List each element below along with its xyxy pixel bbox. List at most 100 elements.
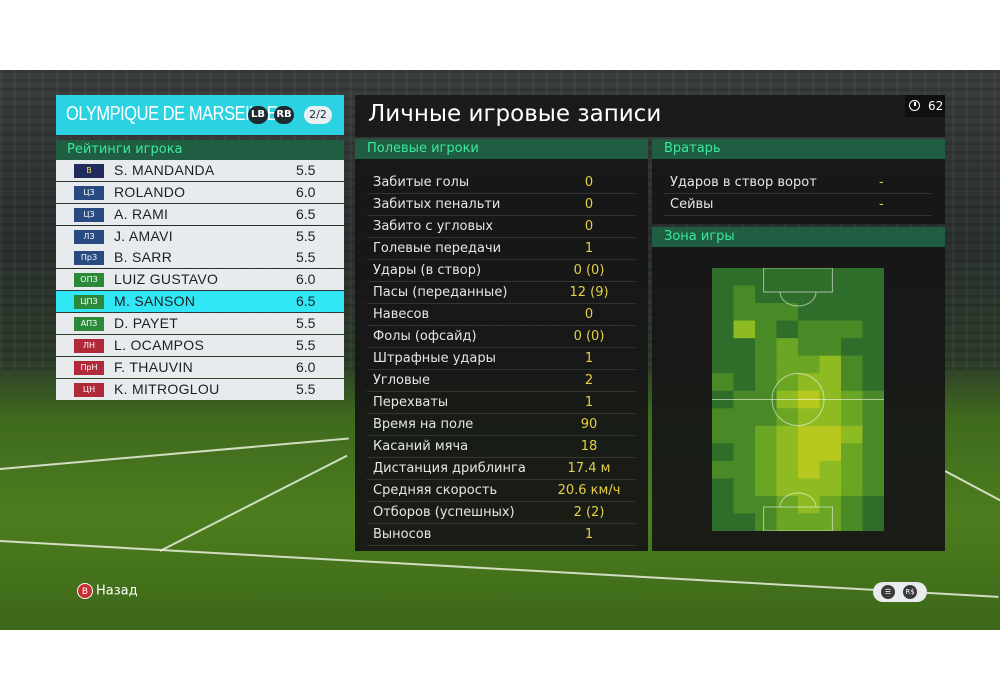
stat-label: Средняя скорость: [373, 483, 498, 498]
position-badge: ЦН: [74, 382, 104, 397]
stat-value: 1: [584, 241, 594, 256]
zone-header: Зона игры: [652, 227, 945, 247]
heatmap-cell: [862, 320, 884, 339]
heatmap-cell: [733, 408, 756, 427]
pitch-line: [0, 437, 349, 470]
stat-row: Выносов 1: [367, 524, 635, 546]
heatmap-cell: [819, 408, 842, 427]
heatmap-cell: [862, 513, 884, 531]
player-rating: 5.5: [296, 249, 316, 266]
page-indicator: 2/2: [304, 106, 332, 124]
heatmap-cell: [776, 478, 799, 497]
player-row[interactable]: ПрН F. THAUVIN 6.0: [56, 356, 344, 378]
heatmap-cell: [798, 408, 820, 427]
stat-value: 0: [584, 219, 594, 234]
heatmap-cell: [798, 355, 820, 374]
title-bar: Личные игровые записи 62: [355, 95, 945, 137]
stat-value: 12 (9): [569, 285, 609, 300]
heatmap-cell: [755, 320, 777, 339]
heatmap-cell: [712, 408, 734, 427]
pitch-line: [944, 470, 1000, 510]
heatmap-cell: [712, 373, 734, 392]
stat-row: Голевые передачи 1: [367, 238, 635, 260]
b-key-icon: B: [77, 583, 93, 599]
rb-button[interactable]: RB: [274, 106, 294, 124]
heatmap-cell: [776, 460, 799, 479]
heatmap-cell: [712, 355, 734, 374]
position-badge: ЦЗ: [74, 207, 104, 222]
heatmap-cell: [819, 268, 842, 287]
stat-value: 0: [584, 197, 594, 212]
player-row[interactable]: ЦЗ A. RAMI 6.5: [56, 203, 344, 225]
player-rating: 5.5: [296, 162, 316, 178]
heatmap-cell: [819, 513, 842, 531]
lb-button[interactable]: LB: [248, 106, 268, 124]
heatmap-cell: [755, 513, 777, 531]
player-row[interactable]: ОПЗ LUIZ GUSTAVO 6.0: [56, 269, 344, 291]
heatmap-cell: [862, 460, 884, 479]
player-row[interactable]: ПрЗ B. SARR 5.5: [56, 247, 344, 269]
heatmap-cell: [712, 425, 734, 444]
heatmap-cell: [733, 425, 756, 444]
stat-label: Отборов (успешных): [373, 505, 515, 520]
heatmap-cell: [776, 373, 799, 392]
bottom-penalty-arc: [779, 492, 817, 508]
player-name: B. SARR: [114, 249, 173, 266]
heatmap-cell: [776, 303, 799, 322]
heatmap-cell: [862, 303, 884, 322]
heatmap-cell: [819, 495, 842, 514]
heatmap-cell: [776, 338, 799, 357]
heatmap-cell: [819, 303, 842, 322]
heatmap-cell: [862, 355, 884, 374]
player-row[interactable]: ЦН K. MITROGLOU 5.5: [56, 378, 344, 400]
stat-value: 2 (2): [573, 505, 605, 520]
chat-icon[interactable]: ☰: [881, 585, 895, 599]
position-badge: В: [74, 164, 104, 178]
heatmap-cell: [798, 460, 820, 479]
player-row[interactable]: В S. MANDANDA 5.5: [56, 160, 344, 181]
ratings-header: Рейтинги игрока: [56, 140, 344, 160]
stat-label: Удары (в створ): [373, 263, 482, 278]
team-name: OLYMPIQUE DE MARSEILLE: [66, 103, 278, 125]
heatmap-cell: [755, 408, 777, 427]
stat-label: Перехваты: [373, 395, 449, 410]
stat-row: Навесов 0: [367, 304, 635, 326]
stat-value: 17.4 м: [567, 461, 611, 476]
player-row[interactable]: ЦЗ ROLANDO 6.0: [56, 181, 344, 203]
heatmap-cell: [755, 460, 777, 479]
stat-label: Забитых пенальти: [373, 197, 501, 212]
back-button[interactable]: B Назад: [77, 583, 138, 599]
heatmap-cell: [819, 425, 842, 444]
heatmap-cell: [755, 338, 777, 357]
heatmap-cell: [712, 513, 734, 531]
stat-row: Удары (в створ) 0 (0): [367, 260, 635, 282]
player-row[interactable]: ЦПЗ M. SANSON 6.5: [56, 291, 344, 313]
stat-value: 0 (0): [573, 329, 605, 344]
top-penalty-arc: [779, 291, 817, 307]
position-badge: ЦЗ: [74, 185, 104, 200]
heatmap-cell: [819, 373, 842, 392]
player-name: K. MITROGLOU: [114, 380, 220, 397]
stat-label: Забитые голы: [373, 175, 470, 190]
page-title: Личные игровые записи: [368, 101, 662, 127]
player-rating: 6.0: [296, 271, 316, 288]
stat-value: 1: [584, 527, 594, 542]
player-name: F. THAUVIN: [114, 358, 193, 375]
stat-value: 90: [580, 417, 598, 432]
heatmap-cell: [841, 303, 863, 322]
heatmap-cell: [776, 443, 799, 462]
stat-value: 18: [580, 439, 598, 454]
stat-row: Фолы (офсайд) 0 (0): [367, 326, 635, 348]
heatmap-cell: [798, 443, 820, 462]
player-row[interactable]: ЛН L. OCAMPOS 5.5: [56, 334, 344, 356]
heatmap-cell: [733, 373, 756, 392]
player-row[interactable]: АПЗ D. PAYET 5.5: [56, 313, 344, 335]
heatmap-cell: [712, 268, 734, 287]
r-stick-icon[interactable]: R$: [903, 585, 917, 599]
player-row[interactable]: ЛЗ J. AMAVI 5.5: [56, 225, 344, 247]
heatmap-cell: [841, 425, 863, 444]
heatmap-cell: [776, 408, 799, 427]
stat-row: Пасы (переданные) 12 (9): [367, 282, 635, 304]
position-badge: ЛН: [74, 338, 104, 353]
heatmap-cell: [755, 478, 777, 497]
